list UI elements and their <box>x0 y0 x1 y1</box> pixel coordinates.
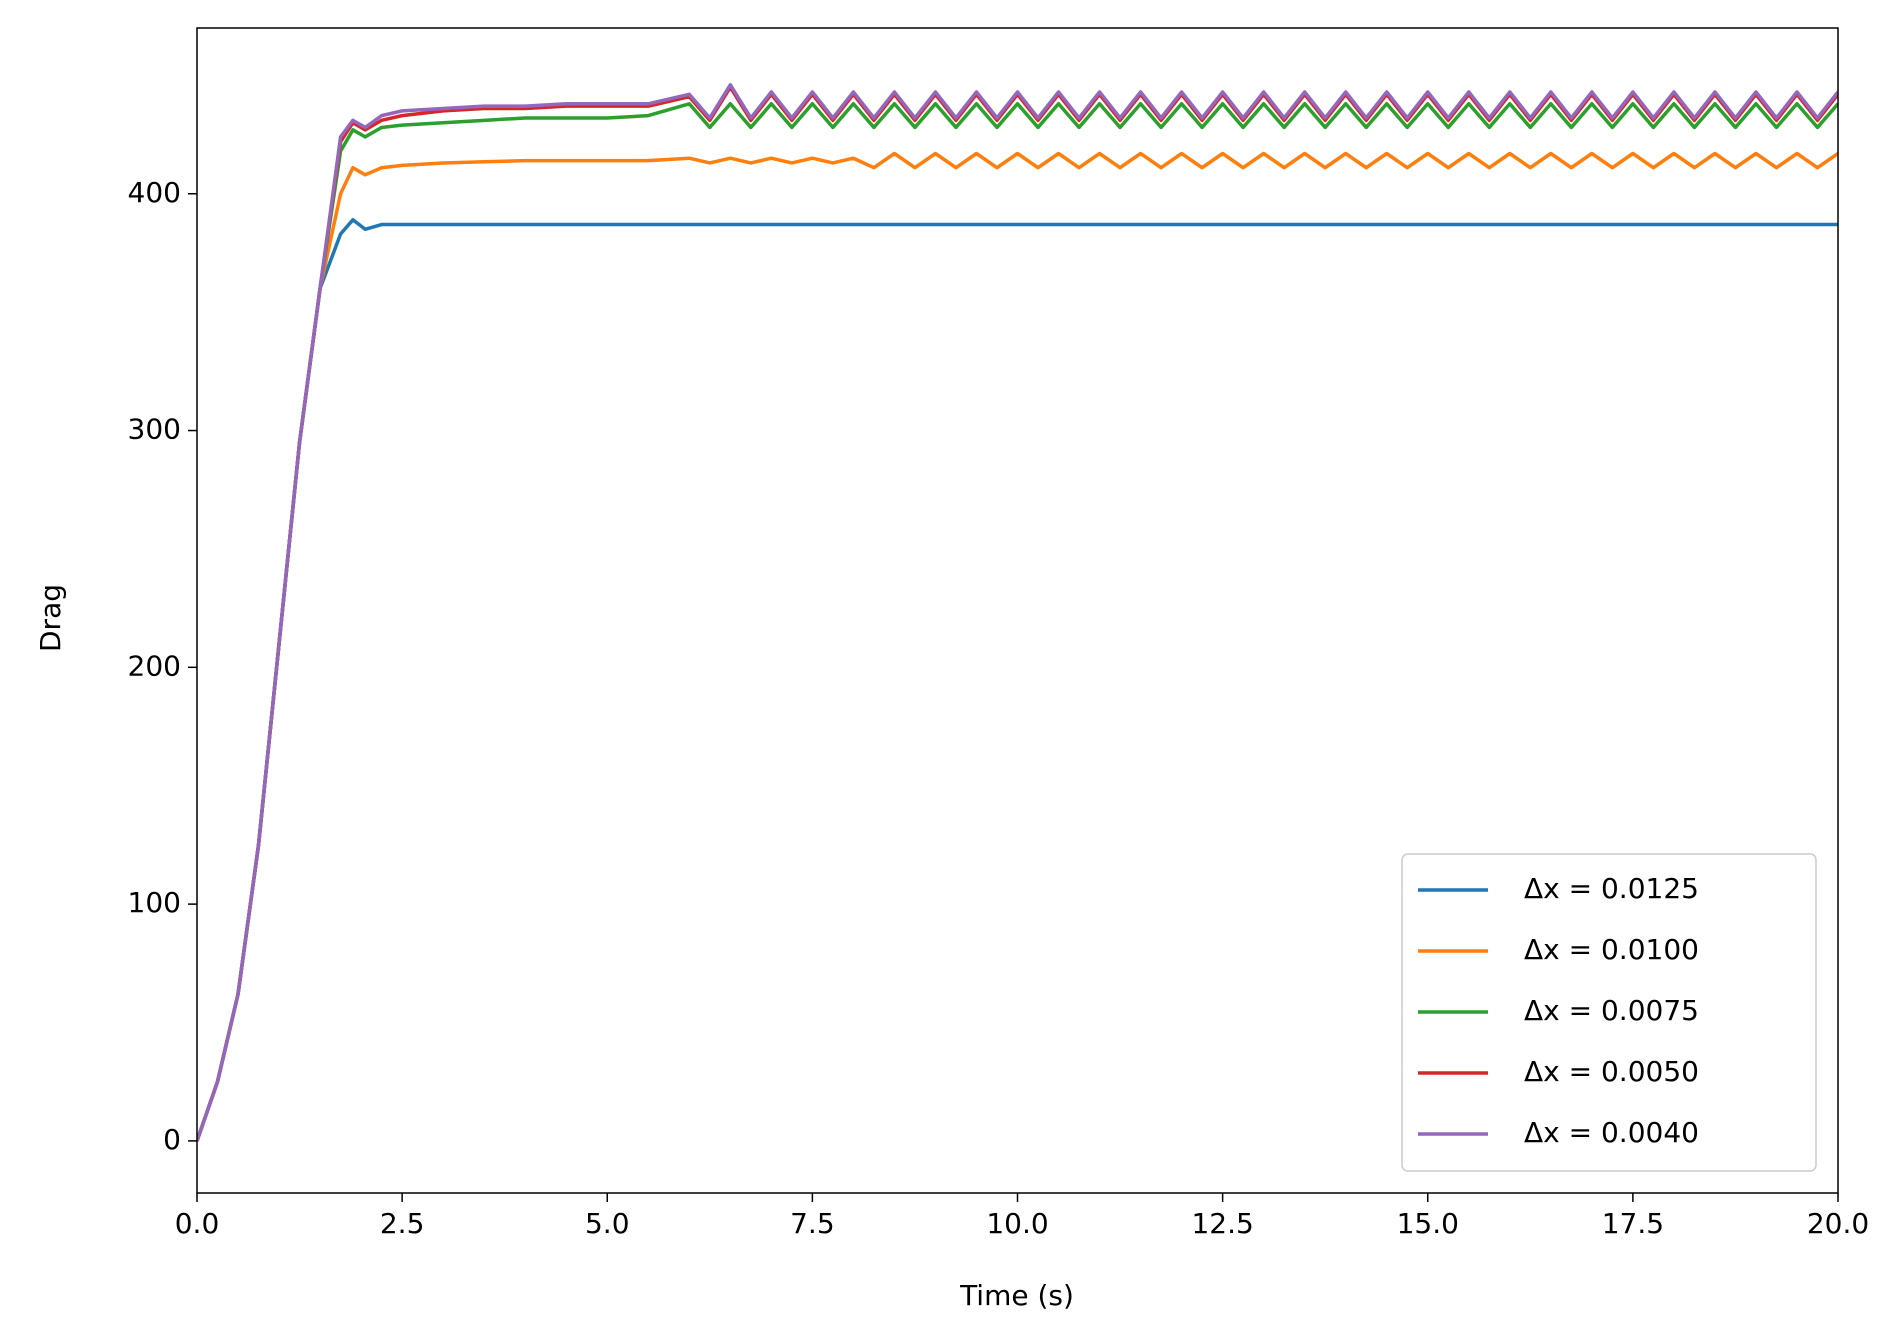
x-tick-label: 5.0 <box>585 1207 630 1240</box>
x-tick-label: 0.0 <box>175 1207 220 1240</box>
y-tick-label: 400 <box>128 176 181 209</box>
x-tick-label: 2.5 <box>380 1207 425 1240</box>
data-line <box>197 218 1838 1142</box>
legend-label: Δx = 0.0075 <box>1524 994 1699 1027</box>
legend-box <box>1401 853 1817 1172</box>
y-tick-label: 200 <box>128 649 181 682</box>
x-tick-label: 17.5 <box>1602 1207 1664 1240</box>
data-line <box>197 83 1838 1142</box>
x-tick-label: 20.0 <box>1807 1207 1869 1240</box>
x-tick-label: 7.5 <box>790 1207 835 1240</box>
legend-label: Δx = 0.0100 <box>1524 933 1699 966</box>
data-line <box>197 151 1838 1142</box>
x-tick-label: 12.5 <box>1191 1207 1253 1240</box>
y-axis-label: Drag <box>34 584 67 652</box>
plot-frame <box>196 27 1839 1194</box>
x-tick-label: 15.0 <box>1397 1207 1459 1240</box>
legend-label: Δx = 0.0040 <box>1524 1116 1699 1149</box>
y-tick-label: 100 <box>128 886 181 919</box>
data-line <box>197 102 1838 1142</box>
x-tick-label: 10.0 <box>986 1207 1048 1240</box>
x-axis-label: Time (s) <box>959 1279 1074 1312</box>
legend-label: Δx = 0.0050 <box>1524 1055 1699 1088</box>
y-tick-label: 300 <box>128 413 181 446</box>
legend-label: Δx = 0.0125 <box>1524 872 1699 905</box>
y-tick-label: 0 <box>163 1123 181 1156</box>
